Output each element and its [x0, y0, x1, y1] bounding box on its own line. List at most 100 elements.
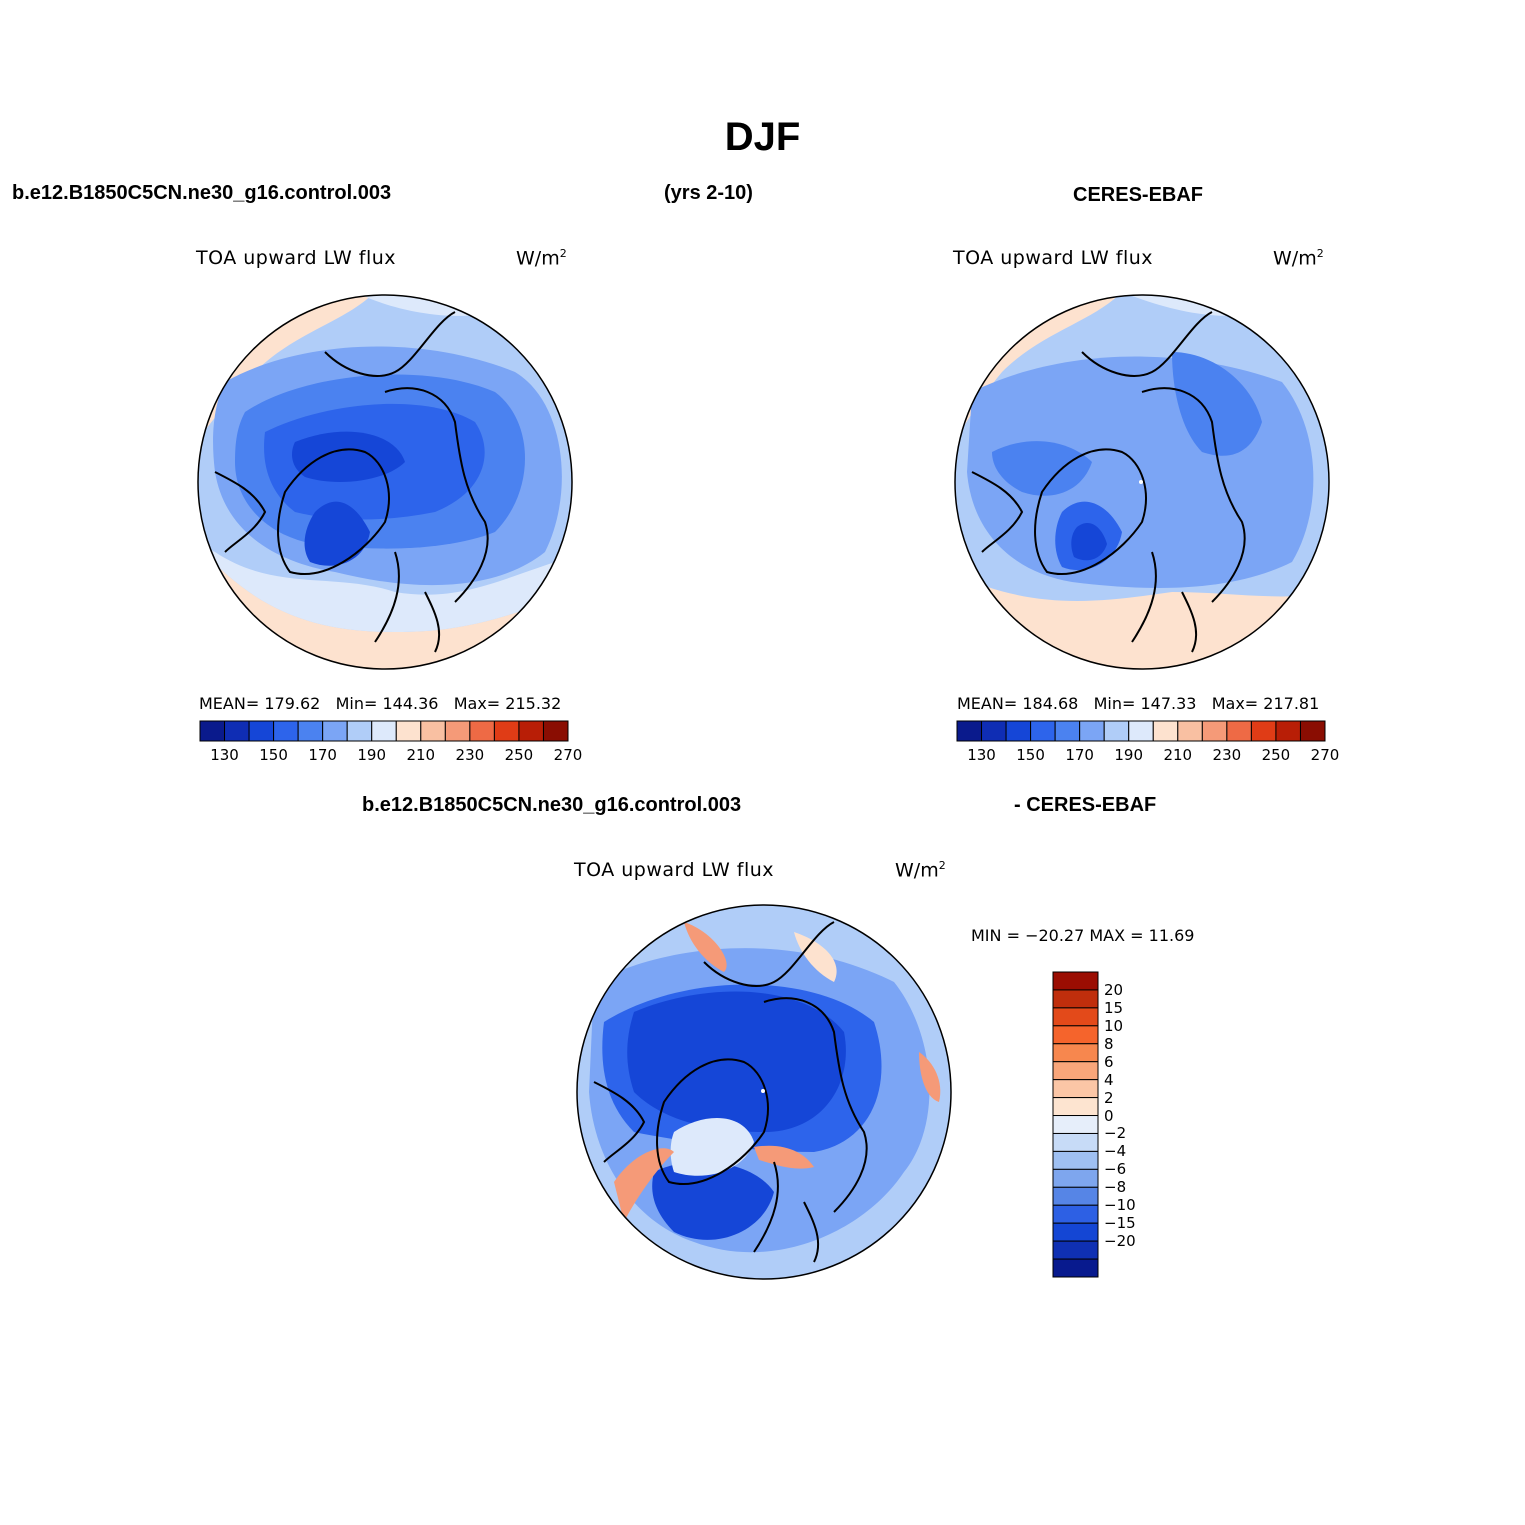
colorbar-swatch	[1052, 989, 1099, 1009]
coastlines	[593, 921, 868, 1263]
diff-colorbar	[1052, 971, 1099, 1278]
colorbar-swatch	[1275, 720, 1301, 742]
model-panel-units: W/m2	[516, 247, 567, 270]
diff-obs-label: - CERES-EBAF	[1014, 794, 1157, 816]
colorbar-tick-label: 150	[259, 746, 288, 764]
colorbar-swatch	[1054, 720, 1081, 742]
obs-name-label: CERES-EBAF	[1073, 184, 1204, 206]
colorbar-tick-label: 20	[1104, 980, 1124, 999]
colorbar-swatch	[1052, 1222, 1099, 1242]
colorbar-tick-label: 6	[1104, 1052, 1114, 1071]
pale-greenland-patch	[670, 1118, 754, 1176]
colorbar-tick-label: 190	[357, 746, 387, 764]
diff-stats: MIN = −20.27 MAX = 11.69	[971, 926, 1195, 945]
very-pale-region-south	[198, 542, 572, 632]
colorbar-swatch	[1052, 1204, 1099, 1224]
colorbar-swatch	[248, 720, 275, 742]
obs-stats: MEAN= 184.68 Min= 147.33 Max= 217.81	[957, 694, 1320, 713]
colorbar-swatch	[444, 720, 471, 742]
colorbar-swatch	[1052, 1168, 1099, 1188]
colorbar-tick-label: 4	[1104, 1070, 1114, 1089]
map-outline	[954, 294, 1330, 670]
colorbar-swatch	[1103, 720, 1130, 742]
orange-band-west	[614, 1148, 674, 1222]
figure-title: DJF	[724, 115, 801, 159]
colorbar-swatch	[1052, 1025, 1099, 1045]
colorbar-swatch	[981, 720, 1007, 742]
obs-panel-units: W/m2	[1273, 247, 1324, 270]
colorbar-swatch	[371, 720, 397, 742]
colorbar-swatch	[1052, 1097, 1099, 1117]
colorbar-tick-label: 270	[553, 746, 583, 764]
colorbar-tick-label: 230	[455, 746, 485, 764]
colorbar-tick-label: 210	[406, 746, 436, 764]
case-name-label: b.e12.B1850C5CN.ne30_g16.control.003	[12, 182, 392, 204]
colorbar-swatch	[493, 720, 520, 742]
colorbar-swatch	[1052, 1061, 1099, 1081]
colorbar-swatch	[1052, 1115, 1099, 1134]
diff-panel-title: TOA upward LW flux	[574, 859, 775, 881]
colorbar-tick-label: 2	[1104, 1088, 1114, 1107]
orange-patch-north	[684, 922, 727, 972]
colorbar-tick-label: 0	[1104, 1106, 1114, 1125]
colorbar-tick-label: −4	[1104, 1142, 1127, 1161]
colorbar-tick-label: 8	[1104, 1034, 1114, 1053]
colorbar-swatch	[1201, 720, 1228, 742]
colorbar-tick-label: 270	[1310, 746, 1340, 764]
colorbar-swatch	[1052, 971, 1099, 991]
colorbar-swatch	[1299, 720, 1326, 742]
colorbar-tick-label: −20	[1104, 1232, 1136, 1251]
deep-blue-arctic	[627, 991, 846, 1132]
colorbar-swatch	[542, 720, 569, 742]
colorbar-tick-label: −2	[1104, 1124, 1127, 1143]
deep-blue-greenland	[1071, 523, 1107, 561]
coastlines	[214, 311, 489, 653]
diff-panel-units: W/m2	[895, 859, 946, 882]
colorbar-swatch	[1177, 720, 1203, 742]
obs-panel-title: TOA upward LW flux	[953, 247, 1154, 269]
model-colorbar-ticks: 130 150 170 190 210 230 250 270	[200, 746, 582, 766]
deep-blue-atlantic	[652, 1161, 774, 1240]
diff-colorbar-ticks: 20 15 10 8 6 4 2 0 −2 −4 −6 −8 −10 −15 −20	[1104, 972, 1164, 1277]
colorbar-swatch	[956, 720, 983, 742]
diff-polar-map	[576, 904, 952, 1280]
colorbar-swatch	[420, 720, 446, 742]
deep-blue-greenland	[304, 501, 370, 566]
obs-colorbar	[956, 720, 1326, 742]
model-polar-map	[197, 294, 573, 670]
colorbar-tick-label: 210	[1163, 746, 1193, 764]
colorbar-swatch	[1079, 720, 1105, 742]
colorbar-tick-label: 130	[967, 746, 996, 764]
colorbar-tick-label: 250	[504, 746, 534, 764]
diff-case-label: b.e12.B1850C5CN.ne30_g16.control.003	[362, 794, 742, 816]
colorbar-swatch	[224, 720, 250, 742]
colorbar-swatch	[1052, 1150, 1099, 1170]
blue-siberia	[1172, 352, 1262, 456]
colorbar-swatch	[1052, 1186, 1099, 1206]
colorbar-swatch	[469, 720, 495, 742]
colorbar-swatch	[1030, 720, 1056, 742]
colorbar-swatch	[1052, 1043, 1099, 1063]
pole-point	[1139, 480, 1143, 484]
colorbar-tick-label: 130	[210, 746, 239, 764]
colorbar-swatch	[1152, 720, 1179, 742]
colorbar-swatch	[199, 720, 226, 742]
colorbar-swatch	[322, 720, 348, 742]
model-stats: MEAN= 179.62 Min= 144.36 Max= 215.32	[199, 694, 562, 713]
deep-blue-arctic	[292, 431, 405, 482]
orange-band-south	[754, 1145, 814, 1169]
colorbar-swatch	[297, 720, 324, 742]
colorbar-tick-label: 15	[1104, 998, 1124, 1017]
peach-patch-northeast	[794, 932, 837, 982]
years-label: (yrs 2-10)	[664, 182, 753, 204]
colorbar-swatch	[1052, 1258, 1099, 1278]
colorbar-tick-label: −15	[1104, 1214, 1136, 1233]
pole-point	[761, 1089, 765, 1093]
peach-region-south	[198, 542, 572, 669]
orange-patch-east	[919, 1052, 941, 1102]
colorbar-swatch	[1005, 720, 1032, 742]
model-panel-title: TOA upward LW flux	[196, 247, 397, 269]
colorbar-swatch	[395, 720, 422, 742]
colorbar-tick-label: −8	[1104, 1178, 1127, 1197]
map-outline	[576, 904, 952, 1280]
